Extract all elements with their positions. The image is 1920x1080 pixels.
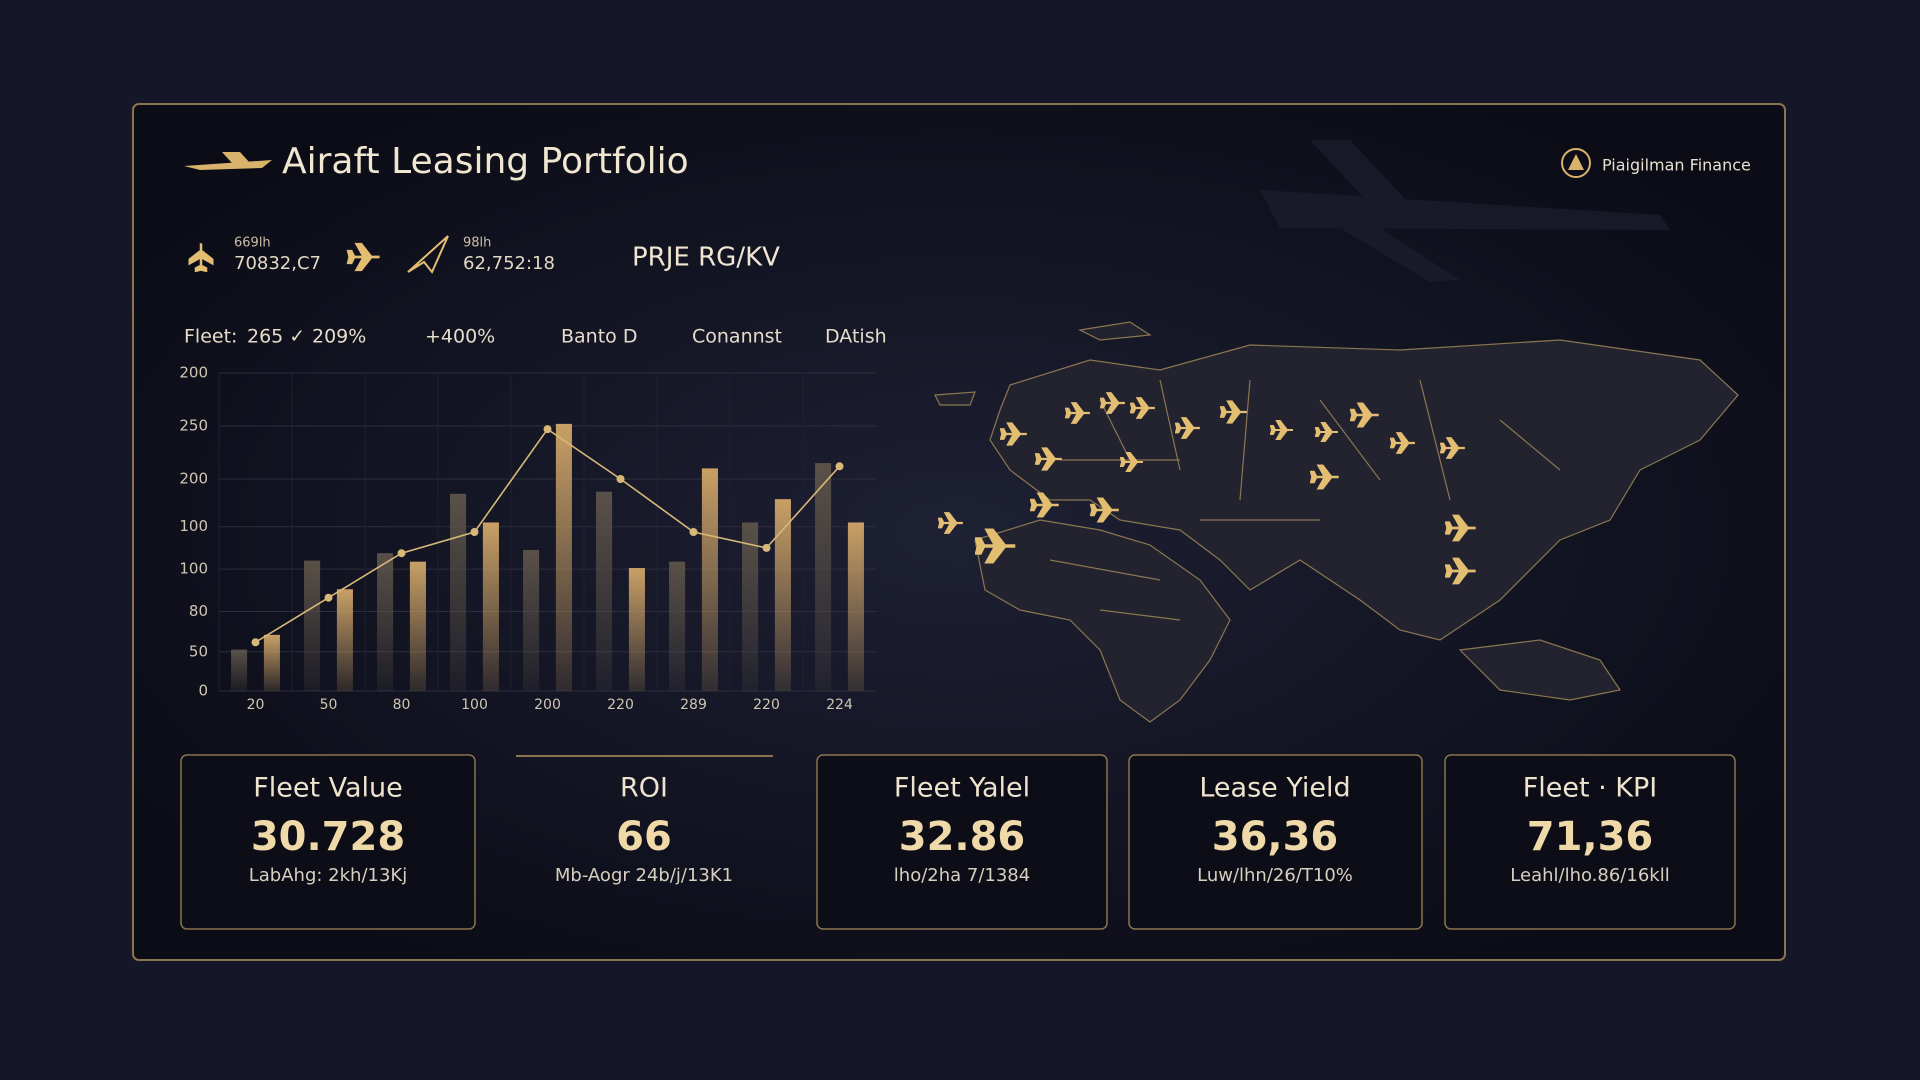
bar [450, 493, 467, 691]
bar [701, 468, 718, 691]
kpi-value: 66 [616, 814, 672, 860]
kpi-title: Lease Yield [1199, 773, 1350, 804]
filter[interactable]: 209% [312, 326, 366, 348]
x-tick-label: 50 [320, 697, 338, 713]
line-point [616, 475, 625, 483]
line-point [835, 462, 844, 471]
kpi-card [816, 754, 1108, 930]
kpi-value: 30.728 [251, 814, 405, 860]
filter[interactable]: Banto D [561, 326, 637, 348]
filter[interactable]: Conannst [692, 326, 782, 348]
x-tick-label: 220 [753, 697, 780, 713]
kpi-sub: LabAhg: 2kh/13Kj [249, 865, 407, 886]
map-borders [1049, 379, 1561, 621]
line-point [689, 528, 698, 536]
y-tick-label: 250 [179, 417, 208, 435]
filter[interactable]: 265 ✓ [247, 326, 305, 348]
y-tick-label: 200 [179, 364, 208, 382]
stat-label: 669lh [234, 236, 271, 251]
x-tick-label: 224 [826, 697, 853, 713]
bar [774, 499, 791, 691]
kpi-title: ROI [620, 773, 668, 804]
bar [815, 463, 832, 691]
filter[interactable]: DAtish [825, 326, 887, 348]
kpi-title: Fleet Value [253, 773, 403, 804]
stat-label: 98lh [463, 236, 491, 251]
map-eurasia [989, 339, 1739, 641]
bar [742, 522, 759, 691]
line-point [470, 528, 479, 536]
filter[interactable]: Fleet: [184, 326, 237, 348]
y-tick-label: 50 [189, 642, 208, 660]
line-point [762, 543, 771, 552]
line-point [397, 549, 406, 558]
bar [628, 568, 645, 691]
bar [847, 522, 864, 691]
kpi-card [1444, 754, 1736, 930]
brand-logo [1561, 148, 1591, 178]
y-tick-label: 80 [189, 602, 208, 620]
paper-plane-icon [407, 235, 449, 274]
title: Airaft Leasing Portfolio [282, 141, 689, 182]
map-north [934, 321, 1152, 406]
line-point [543, 425, 552, 434]
airplane-silhouette [1260, 140, 1670, 282]
kpi-card [1128, 754, 1423, 930]
kpi-value: 71,36 [1527, 814, 1654, 860]
x-tick-label: 289 [680, 697, 707, 713]
kpi-value: 36,36 [1212, 814, 1339, 860]
bar [377, 553, 394, 691]
x-tick-label: 100 [461, 697, 488, 713]
y-tick-label: 200 [179, 470, 208, 488]
kpi-sub: Luw/lhn/26/T10% [1197, 865, 1353, 886]
map-africa [974, 519, 1231, 723]
y-tick-label: 0 [198, 682, 208, 700]
bar [555, 423, 572, 691]
kpi-title: Fleet · KPI [1523, 773, 1658, 804]
bar [409, 561, 426, 691]
y-tick-label: 100 [179, 560, 208, 578]
brand-logo-mark [1568, 154, 1584, 170]
x-tick-label: 80 [393, 697, 411, 713]
badge: PRJE RG/KV [632, 243, 780, 273]
line-point [251, 638, 260, 647]
kpi-card [180, 754, 476, 930]
map [934, 321, 1739, 723]
kpi-sub: lho/2ha 7/1384 [894, 865, 1030, 886]
map-islands [1458, 639, 1621, 701]
bar [336, 589, 353, 691]
y-tick-label: 100 [179, 517, 208, 535]
chart: 0 50 80 100 100 200 250 200 20 50 80 100 200 220 289 22… [179, 364, 876, 713]
brand: Piaigilman Finance [1602, 156, 1751, 175]
bar [596, 491, 613, 691]
filter-row: Fleet: 265 ✓ 209% +400% Banto D Conannst… [184, 326, 887, 348]
x-tick-label: 220 [607, 697, 634, 713]
stat-value: 62,752:18 [463, 253, 555, 274]
title-icon [184, 152, 272, 170]
panel [132, 103, 1786, 961]
filter[interactable]: +400% [425, 326, 495, 348]
stat-value: 70832,C7 [234, 253, 321, 274]
kpi-sub: Leahl/lho.86/16kll [1510, 865, 1669, 886]
bar [263, 634, 280, 691]
kpi-title: Fleet Yalel [894, 773, 1030, 804]
bar [231, 649, 248, 691]
bar [523, 550, 540, 691]
bar [482, 522, 499, 691]
kpi-sub: Mb-Aogr 24b/j/13K1 [555, 865, 733, 886]
line-point [324, 593, 333, 602]
bar [669, 561, 686, 691]
kpi-row: Fleet Value 30.728 LabAhg: 2kh/13Kj ROI 66 Mb… [249, 773, 1670, 887]
x-tick-label: 200 [534, 697, 561, 713]
x-tick-label: 20 [247, 697, 265, 713]
bar [304, 560, 321, 691]
kpi-value: 32.86 [899, 814, 1026, 860]
